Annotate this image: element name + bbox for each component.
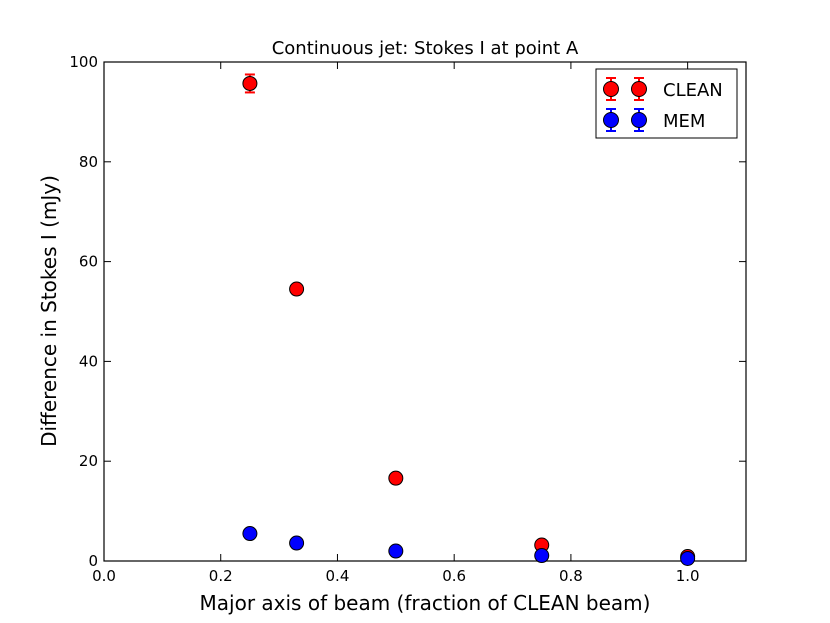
x-tick-label: 1.0 bbox=[676, 567, 700, 585]
x-tick-label: 0.8 bbox=[559, 567, 583, 585]
legend-marker bbox=[631, 112, 647, 128]
y-tick-label: 40 bbox=[79, 352, 98, 370]
data-point-mem bbox=[534, 548, 550, 564]
legend-marker bbox=[603, 112, 619, 128]
data-point-clean bbox=[242, 75, 258, 91]
legend-marker bbox=[603, 81, 619, 97]
y-tick-label: 0 bbox=[88, 552, 98, 570]
data-point-clean bbox=[289, 281, 305, 297]
y-tick-label: 20 bbox=[79, 452, 98, 470]
y-tick-label: 80 bbox=[79, 153, 98, 171]
data-markers bbox=[242, 73, 696, 567]
data-point-clean bbox=[388, 470, 404, 486]
data-point-mem bbox=[388, 543, 404, 559]
chart-title: Continuous jet: Stokes I at point A bbox=[272, 38, 579, 59]
x-tick-label: 0.0 bbox=[92, 567, 116, 585]
data-point-mem bbox=[242, 526, 258, 542]
x-tick-label: 0.6 bbox=[442, 567, 466, 585]
y-axis-label: Difference in Stokes I (mJy) bbox=[37, 175, 61, 447]
y-tick-label: 60 bbox=[79, 253, 98, 271]
y-tick-label: 100 bbox=[69, 53, 98, 71]
data-point-mem bbox=[680, 551, 696, 567]
x-tick-label: 0.4 bbox=[326, 567, 350, 585]
x-tick-label: 0.2 bbox=[209, 567, 233, 585]
legend: CLEAN MEM bbox=[595, 68, 738, 139]
data-point-mem bbox=[289, 535, 305, 551]
plot-area bbox=[103, 61, 747, 562]
y-axis: 0 20 40 60 80 100 bbox=[69, 53, 746, 570]
legend-marker bbox=[631, 81, 647, 97]
legend-label: CLEAN bbox=[663, 80, 723, 101]
legend-box bbox=[595, 68, 738, 139]
x-axis-label: Major axis of beam (fraction of CLEAN be… bbox=[200, 591, 651, 615]
legend-label: MEM bbox=[663, 111, 705, 132]
